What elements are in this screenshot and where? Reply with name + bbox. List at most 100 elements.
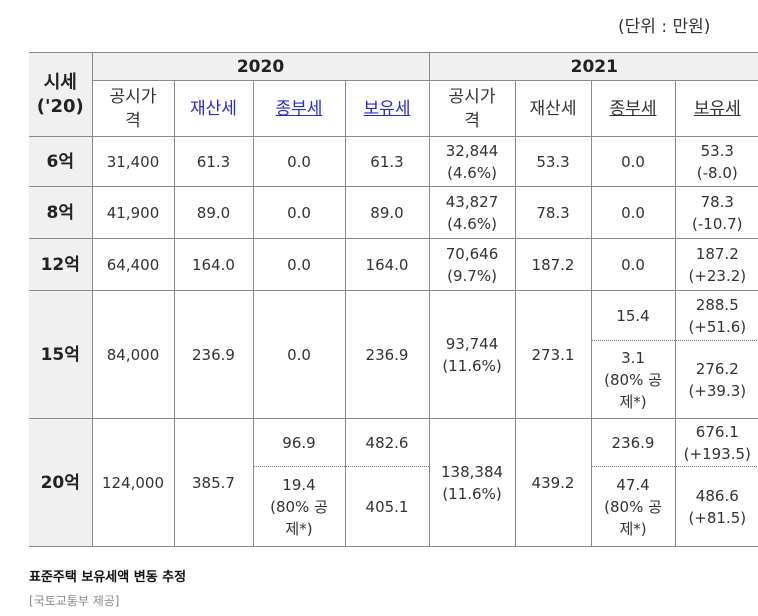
cell-gongsi-2021: 70,646 (9.7%) [429,238,516,291]
cell-value: 187.2 [695,244,739,263]
cell-jaesan-2021: 187.2 [515,238,592,291]
cell-jaesan-2021: 78.3 [515,186,592,239]
row-label: 20억 [29,418,93,547]
table-row: 12억 64,400 164.0 0.0 164.0 70,646 (9.7%) … [29,238,758,291]
row-label: 6억 [29,136,93,187]
cell-change: (+39.3) [688,381,747,400]
cell-change: (4.6%) [447,163,497,182]
cell-note: 제*) [619,519,647,538]
cell-jongbu-2021-bottom: 3.1 (80% 공 제*) [591,340,676,419]
cell-value: 138,384 [441,462,504,481]
row-label: 8억 [29,186,93,239]
cell-jaesan-2020: 61.3 [174,136,254,187]
cell-change: (9.7%) [447,266,497,285]
cell-change: (-10.7) [692,214,743,233]
cell-jaesan-2020: 89.0 [174,186,254,239]
col-gongsi-2021: 공시가 격 [429,80,516,137]
cell-gongsi-2020: 31,400 [92,136,175,187]
col-jongbu-2020: 종부세 [253,80,346,137]
table-row: 8억 41,900 89.0 0.0 89.0 43,827 (4.6%) 78.… [29,186,758,239]
cell-jongbu-2020: 0.0 [253,238,346,291]
cell-jongbu-2021-top: 15.4 [591,290,676,341]
col-jongbu-2021: 종부세 [591,80,676,137]
table-row: 15억 84,000 236.9 0.0 236.9 93,744 (11.6%)… [29,290,758,419]
cell-change: (-8.0) [696,163,738,182]
table-caption: 표준주택 보유세액 변동 추정 [29,570,187,585]
cell-jongbu-2021-bottom: 47.4 (80% 공 제*) [591,466,676,547]
cell-gongsi-2020: 124,000 [92,418,175,547]
cell-value: 78.3 [700,192,734,211]
cell-value: 19.4 [282,475,316,494]
cell-jaesan-2020: 164.0 [174,238,254,291]
table-row: 20억 124,000 385.7 96.9 482.6 138,384 (11.… [29,418,758,547]
cell-jongbu-2020: 0.0 [253,290,346,419]
cell-change: (4.6%) [447,214,497,233]
cell-note: (80% 공 [604,497,662,516]
cell-gongsi-2020: 64,400 [92,238,175,291]
sise-header-line1: 시세 [43,71,77,93]
cell-gongsi-2021: 93,744 (11.6%) [429,290,516,419]
cell-value: 43,827 [445,192,499,211]
table-row: 19.4 (80% 공 제*) 405.1 47.4 (80% 공 제*) 486.6 (… [29,466,758,547]
cell-value: 676.1 [695,422,739,441]
cell-gongsi-2021: 32,844 (4.6%) [429,136,516,187]
cell-gongsi-2021: 43,827 (4.6%) [429,186,516,239]
cell-gongsi-2020: 41,900 [92,186,175,239]
cell-jongbu-2021: 0.0 [591,238,676,291]
cell-jaesan-2021: 273.1 [515,290,592,419]
cell-jaesan-2021: 439.2 [515,418,592,547]
cell-jongbu-2021: 0.0 [591,186,676,239]
col-boyu-2021: 보유세 [675,80,758,137]
col-gongsi-2020: 공시가 격 [92,80,175,137]
source-credit: [국토교통부 제공] [29,594,120,608]
cell-gongsi-2021: 138,384 (11.6%) [429,418,516,547]
cell-value: 32,844 [445,141,499,160]
table-row: 3.1 (80% 공 제*) 276.2 (+39.3) [29,340,758,419]
cell-note: 제*) [619,392,647,411]
cell-jongbu-2020: 0.0 [253,136,346,187]
cell-value: 53.3 [700,141,734,160]
tax-table: 시세 ('20) 2020 2021 공시가 격 재산세 종부세 보유세 공시가… [29,52,758,547]
cell-jongbu-2021-top: 236.9 [591,418,676,467]
unit-label: (단위 : 만원) [618,17,711,37]
table-row: 6억 31,400 61.3 0.0 61.3 32,844 (4.6%) 53.… [29,136,758,187]
col-gongsi-2021-line1: 공시가 [448,86,496,107]
col-gongsi-2020-line2: 격 [125,110,141,131]
sise-header-line2: ('20) [36,95,84,117]
cell-change: (+81.5) [688,508,747,527]
cell-boyu-2021-top: 288.5 (+51.6) [675,290,758,341]
cell-note: (80% 공 [270,497,328,516]
year-2020-header: 2020 [92,52,430,81]
cell-value: 70,646 [445,244,499,263]
cell-boyu-2020: 164.0 [345,238,430,291]
cell-boyu-2021: 53.3 (-8.0) [675,136,758,187]
year-2021-header: 2021 [429,52,758,81]
cell-boyu-2021: 187.2 (+23.2) [675,238,758,291]
cell-value: 486.6 [695,486,739,505]
row-label: 15억 [29,290,93,419]
cell-boyu-2020-bottom: 405.1 [345,466,430,547]
col-gongsi-2021-line2: 격 [464,110,480,131]
cell-jaesan-2020: 236.9 [174,290,254,419]
cell-jaesan-2020: 385.7 [174,418,254,547]
cell-change: (+193.5) [683,444,751,463]
cell-value: 3.1 [621,348,645,367]
row-label: 12억 [29,238,93,291]
cell-value: 276.2 [695,359,739,378]
cell-value: 288.5 [695,295,739,314]
cell-boyu-2020: 61.3 [345,136,430,187]
col-jaesan-2020: 재산세 [174,80,254,137]
cell-value: 93,744 [445,334,499,353]
cell-boyu-2020: 89.0 [345,186,430,239]
cell-boyu-2021-bottom: 276.2 (+39.3) [675,340,758,419]
col-jaesan-2021: 재산세 [515,80,592,137]
cell-boyu-2021-bottom: 486.6 (+81.5) [675,466,758,547]
col-boyu-2020: 보유세 [345,80,430,137]
col-gongsi-2020-line1: 공시가 [109,86,157,107]
cell-boyu-2020-top: 482.6 [345,418,430,467]
cell-jaesan-2021: 53.3 [515,136,592,187]
cell-note: 제*) [285,519,313,538]
cell-jongbu-2020: 0.0 [253,186,346,239]
cell-change: (+23.2) [688,266,747,285]
